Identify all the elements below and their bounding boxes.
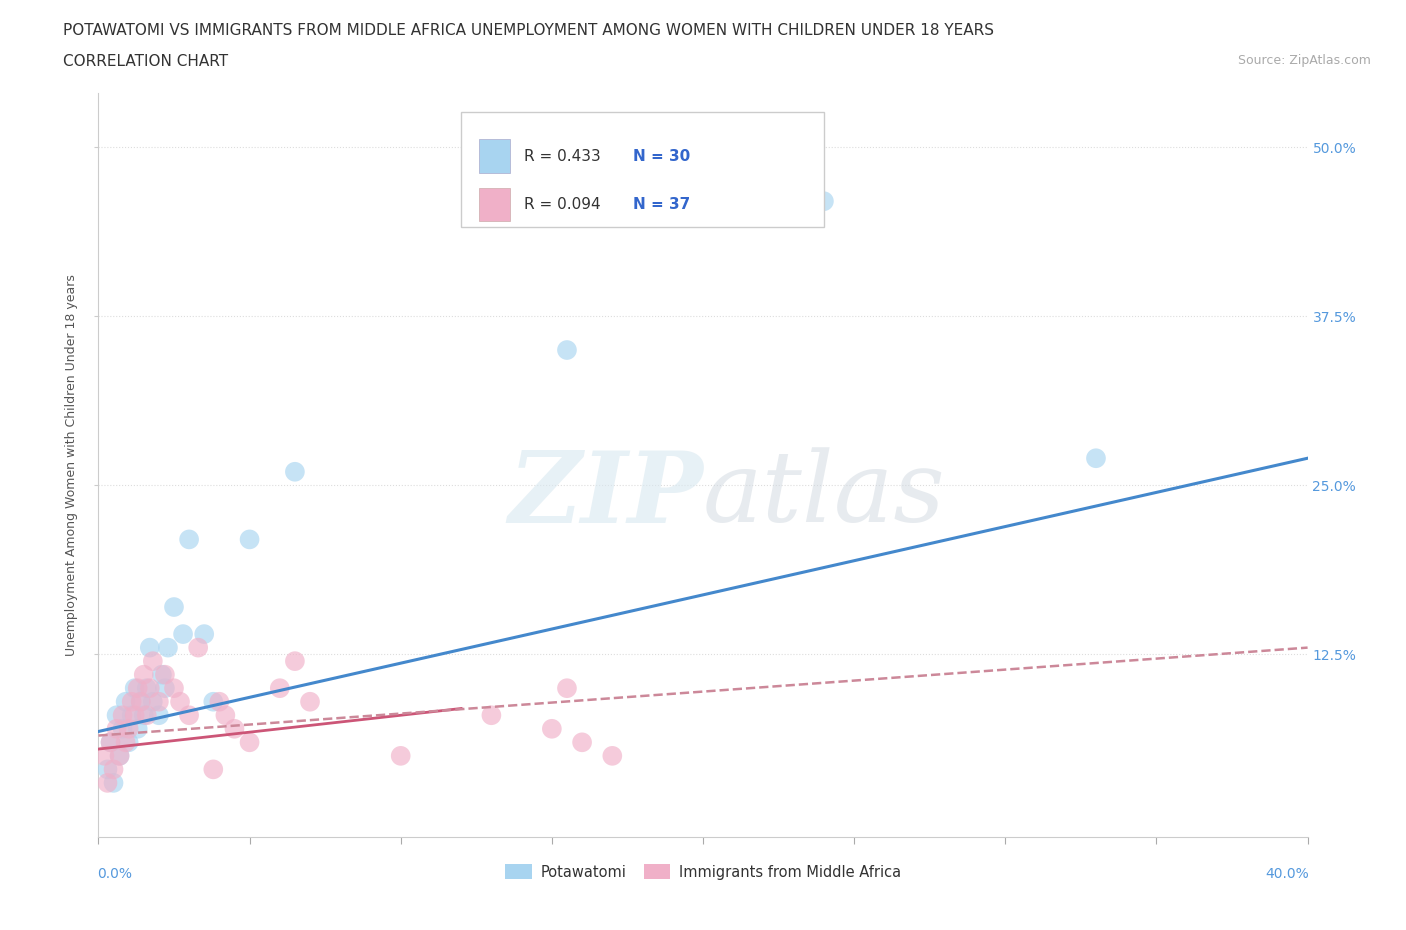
Point (135, 708, 157, 723)
Point (540, 722, 562, 737)
Point (202, 762, 225, 777)
Point (114, 695, 136, 710)
Point (269, 681, 291, 696)
Point (284, 464, 307, 479)
Point (139, 681, 162, 696)
Point (108, 749, 131, 764)
Point (96, 762, 118, 777)
Point (150, 667, 173, 682)
Point (132, 667, 155, 682)
Point (179, 532, 201, 547)
Point (153, 681, 176, 696)
Point (389, 749, 412, 764)
Point (142, 695, 165, 710)
Point (118, 722, 141, 737)
Point (142, 654, 165, 669)
Text: Source: ZipAtlas.com: Source: ZipAtlas.com (1237, 54, 1371, 67)
Text: 40.0%: 40.0% (1265, 867, 1309, 881)
Point (127, 722, 149, 737)
Y-axis label: Unemployment Among Women with Children Under 18 years: Unemployment Among Women with Children U… (65, 274, 79, 656)
Point (179, 708, 201, 723)
Point (214, 708, 236, 723)
Point (1085, 451, 1108, 466)
Point (103, 762, 125, 777)
Point (108, 749, 131, 764)
Point (602, 749, 624, 764)
Point (239, 735, 262, 750)
Point (148, 695, 170, 710)
Point (129, 695, 152, 710)
Text: N = 30: N = 30 (633, 149, 690, 164)
Text: 0.0%: 0.0% (97, 867, 132, 881)
Text: R = 0.433: R = 0.433 (524, 149, 616, 164)
Point (105, 722, 128, 737)
Point (153, 667, 176, 682)
Point (118, 735, 141, 750)
Point (555, 681, 578, 696)
Point (187, 640, 209, 655)
Point (239, 532, 262, 547)
Point (96, 776, 118, 790)
Point (172, 627, 194, 642)
Point (135, 681, 157, 696)
Point (208, 695, 231, 710)
Text: N = 37: N = 37 (633, 197, 690, 212)
Point (129, 695, 152, 710)
Point (93, 749, 115, 764)
Point (224, 722, 246, 737)
Text: CORRELATION CHART: CORRELATION CHART (63, 54, 228, 69)
Point (571, 735, 593, 750)
Text: POTAWATOMI VS IMMIGRANTS FROM MIDDLE AFRICA UNEMPLOYMENT AMONG WOMEN WITH CHILDR: POTAWATOMI VS IMMIGRANTS FROM MIDDLE AFR… (63, 23, 994, 38)
Point (202, 695, 225, 710)
Point (103, 776, 125, 790)
Legend: Potawatomi, Immigrants from Middle Africa: Potawatomi, Immigrants from Middle Afric… (499, 858, 907, 885)
Point (100, 735, 122, 750)
FancyBboxPatch shape (479, 140, 509, 173)
Point (111, 722, 134, 737)
Point (555, 342, 578, 357)
Point (139, 640, 162, 655)
Point (111, 708, 134, 723)
Point (163, 681, 186, 696)
Text: R = 0.094: R = 0.094 (524, 197, 616, 212)
Point (124, 708, 146, 723)
Point (169, 695, 191, 710)
Point (132, 708, 155, 723)
Point (813, 193, 835, 208)
Point (105, 708, 128, 723)
Point (124, 681, 146, 696)
Point (121, 695, 143, 710)
Point (127, 681, 149, 696)
Point (481, 708, 503, 723)
FancyBboxPatch shape (461, 112, 824, 227)
Point (193, 627, 215, 642)
Point (163, 600, 186, 615)
Point (100, 735, 122, 750)
Point (284, 654, 307, 669)
Point (299, 695, 322, 710)
Text: ZIP: ZIP (508, 446, 703, 543)
FancyBboxPatch shape (479, 188, 509, 221)
Point (148, 708, 170, 723)
Point (121, 708, 143, 723)
Point (156, 640, 179, 655)
Point (114, 735, 136, 750)
Text: atlas: atlas (703, 447, 946, 542)
